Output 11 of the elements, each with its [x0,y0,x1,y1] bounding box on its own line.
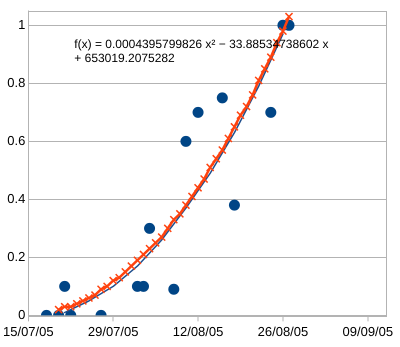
x-tick-label: 09/09/05 [342,324,394,339]
y-tick-label: 0 [18,306,26,322]
x-tick-label: 12/08/05 [172,324,224,339]
x-tick-label: 15/07/05 [2,324,54,339]
y-tick-label: 0.2 [7,248,26,264]
y-tick-label: 0.8 [7,74,26,90]
y-tick-label: 0.6 [7,132,26,148]
y-tick-label: 0.4 [7,190,26,206]
x-tick-label: 26/08/05 [258,324,308,339]
x-tick-label: 29/07/05 [88,324,138,339]
y-tick-label: 1 [18,16,26,32]
